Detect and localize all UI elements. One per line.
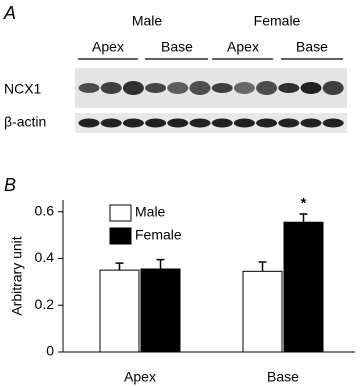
region-label: Apex [227,39,259,55]
blot-actin [75,113,347,133]
legend-swatch [109,227,132,245]
x-tick-label: Apex [124,369,156,385]
actin-band [167,118,189,128]
bar [283,221,324,353]
actin-band [145,118,167,128]
y-tick-label: 0 [46,343,54,359]
actin-band [100,118,122,128]
y-tick-label: 0.2 [35,296,55,312]
group-label: Male [132,13,163,29]
legend-label: Male [135,204,166,220]
ncx1-band [145,83,167,93]
legend-label: Female [135,227,182,243]
bar [99,269,140,353]
actin-band [211,118,233,128]
bar [140,268,181,353]
row-label: NCX1 [4,81,42,97]
region-label: Base [296,39,328,55]
region-label: Apex [92,39,124,55]
ncx1-band [300,82,322,94]
significance-mark: * [301,195,307,211]
actin-band [256,118,278,128]
blot-bands [78,81,344,128]
group-label: Female [254,13,301,29]
actin-band [189,118,211,128]
y-tick-label: 0.4 [35,249,55,265]
bar [242,270,283,353]
ncx1-band [167,82,189,94]
actin-band [322,118,344,128]
ncx1-band [211,83,233,93]
y-tick-label: 0.6 [35,202,55,218]
row-label: β-actin [4,114,46,130]
ncx1-band [278,83,300,93]
ncx1-band [189,81,211,95]
ncx1-band [322,81,344,95]
x-tick-label: Base [267,369,299,385]
y-axis-title: Arbitrary unit [9,236,25,315]
region-label: Base [161,39,193,55]
actin-band [300,118,322,128]
actin-band [278,118,300,128]
ncx1-band [256,81,278,95]
actin-band [122,118,144,128]
ncx1-band [233,82,255,94]
actin-band [78,118,100,128]
actin-band [233,118,255,128]
panel-label: A [3,3,16,23]
ncx1-band [78,83,100,93]
ncx1-band [100,82,122,94]
panel-label: B [4,175,16,195]
ncx1-band [122,81,144,95]
legend-swatch [109,204,132,222]
